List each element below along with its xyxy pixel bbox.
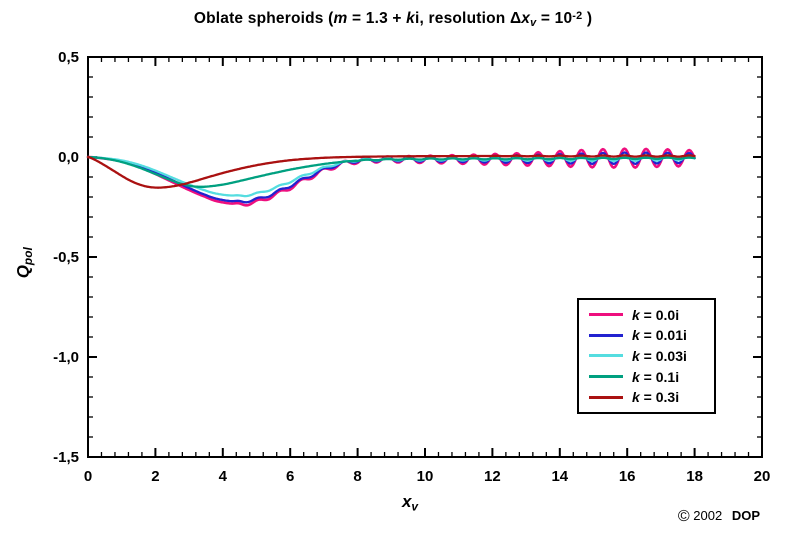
x-tick-label: 20 [754,468,771,485]
x-tick-label: 2 [151,468,159,485]
copyright-year: 2002 [693,508,723,523]
legend-swatch [589,395,623,399]
x-tick-label: 14 [551,468,568,485]
x-tick-label: 12 [484,468,501,485]
legend-label: k = 0.03i [632,347,687,364]
y-tick-label: -1,0 [53,349,79,366]
y-axis-label: Qpol [13,247,35,279]
legend-item-4: k = 0.3i [589,389,714,405]
legend-label: k = 0.1i [632,368,680,385]
x-tick-label: 16 [619,468,636,485]
series-line-4 [86,154,696,189]
legend-box: k = 0.0i k = 0.01i k = 0.03i k = 0.1i k = 0.… [577,298,716,414]
x-tick-label: 4 [219,468,228,485]
chart-title: Oblate spheroids (m = 1.3 + ki, resoluti… [193,10,593,30]
legend-swatch [589,333,623,337]
legend-item-1: k = 0.01i [589,327,714,343]
x-tick-label: 10 [417,468,434,485]
x-tick-label: 18 [686,468,703,485]
legend-swatch [589,313,623,317]
x-tick-label: 8 [353,468,361,485]
y-tick-label: 0,0 [58,149,79,166]
legend-label: k = 0.01i [632,327,687,344]
legend-item-0: k = 0.0i [589,307,714,323]
copyright-brand: DOP [731,508,760,523]
legend-label: k = 0.0i [632,306,680,323]
y-tick-label: -0,5 [53,249,79,266]
copyright-icon: © [677,508,690,526]
x-axis-label: xv [401,492,419,514]
legend-swatch [589,354,623,358]
x-tick-label: 6 [286,468,294,485]
y-tick-label: -1,5 [53,449,79,466]
x-tick-label: 0 [84,468,92,485]
copyright-note: © 2002 DOP [600,508,760,526]
legend-item-2: k = 0.03i [589,348,714,364]
legend-label: k = 0.3i [632,389,680,406]
legend-swatch [589,375,623,379]
series-line-3 [86,155,696,188]
legend-item-3: k = 0.1i [589,369,714,385]
series-line-2 [86,154,696,198]
y-tick-label: 0,5 [58,49,79,66]
